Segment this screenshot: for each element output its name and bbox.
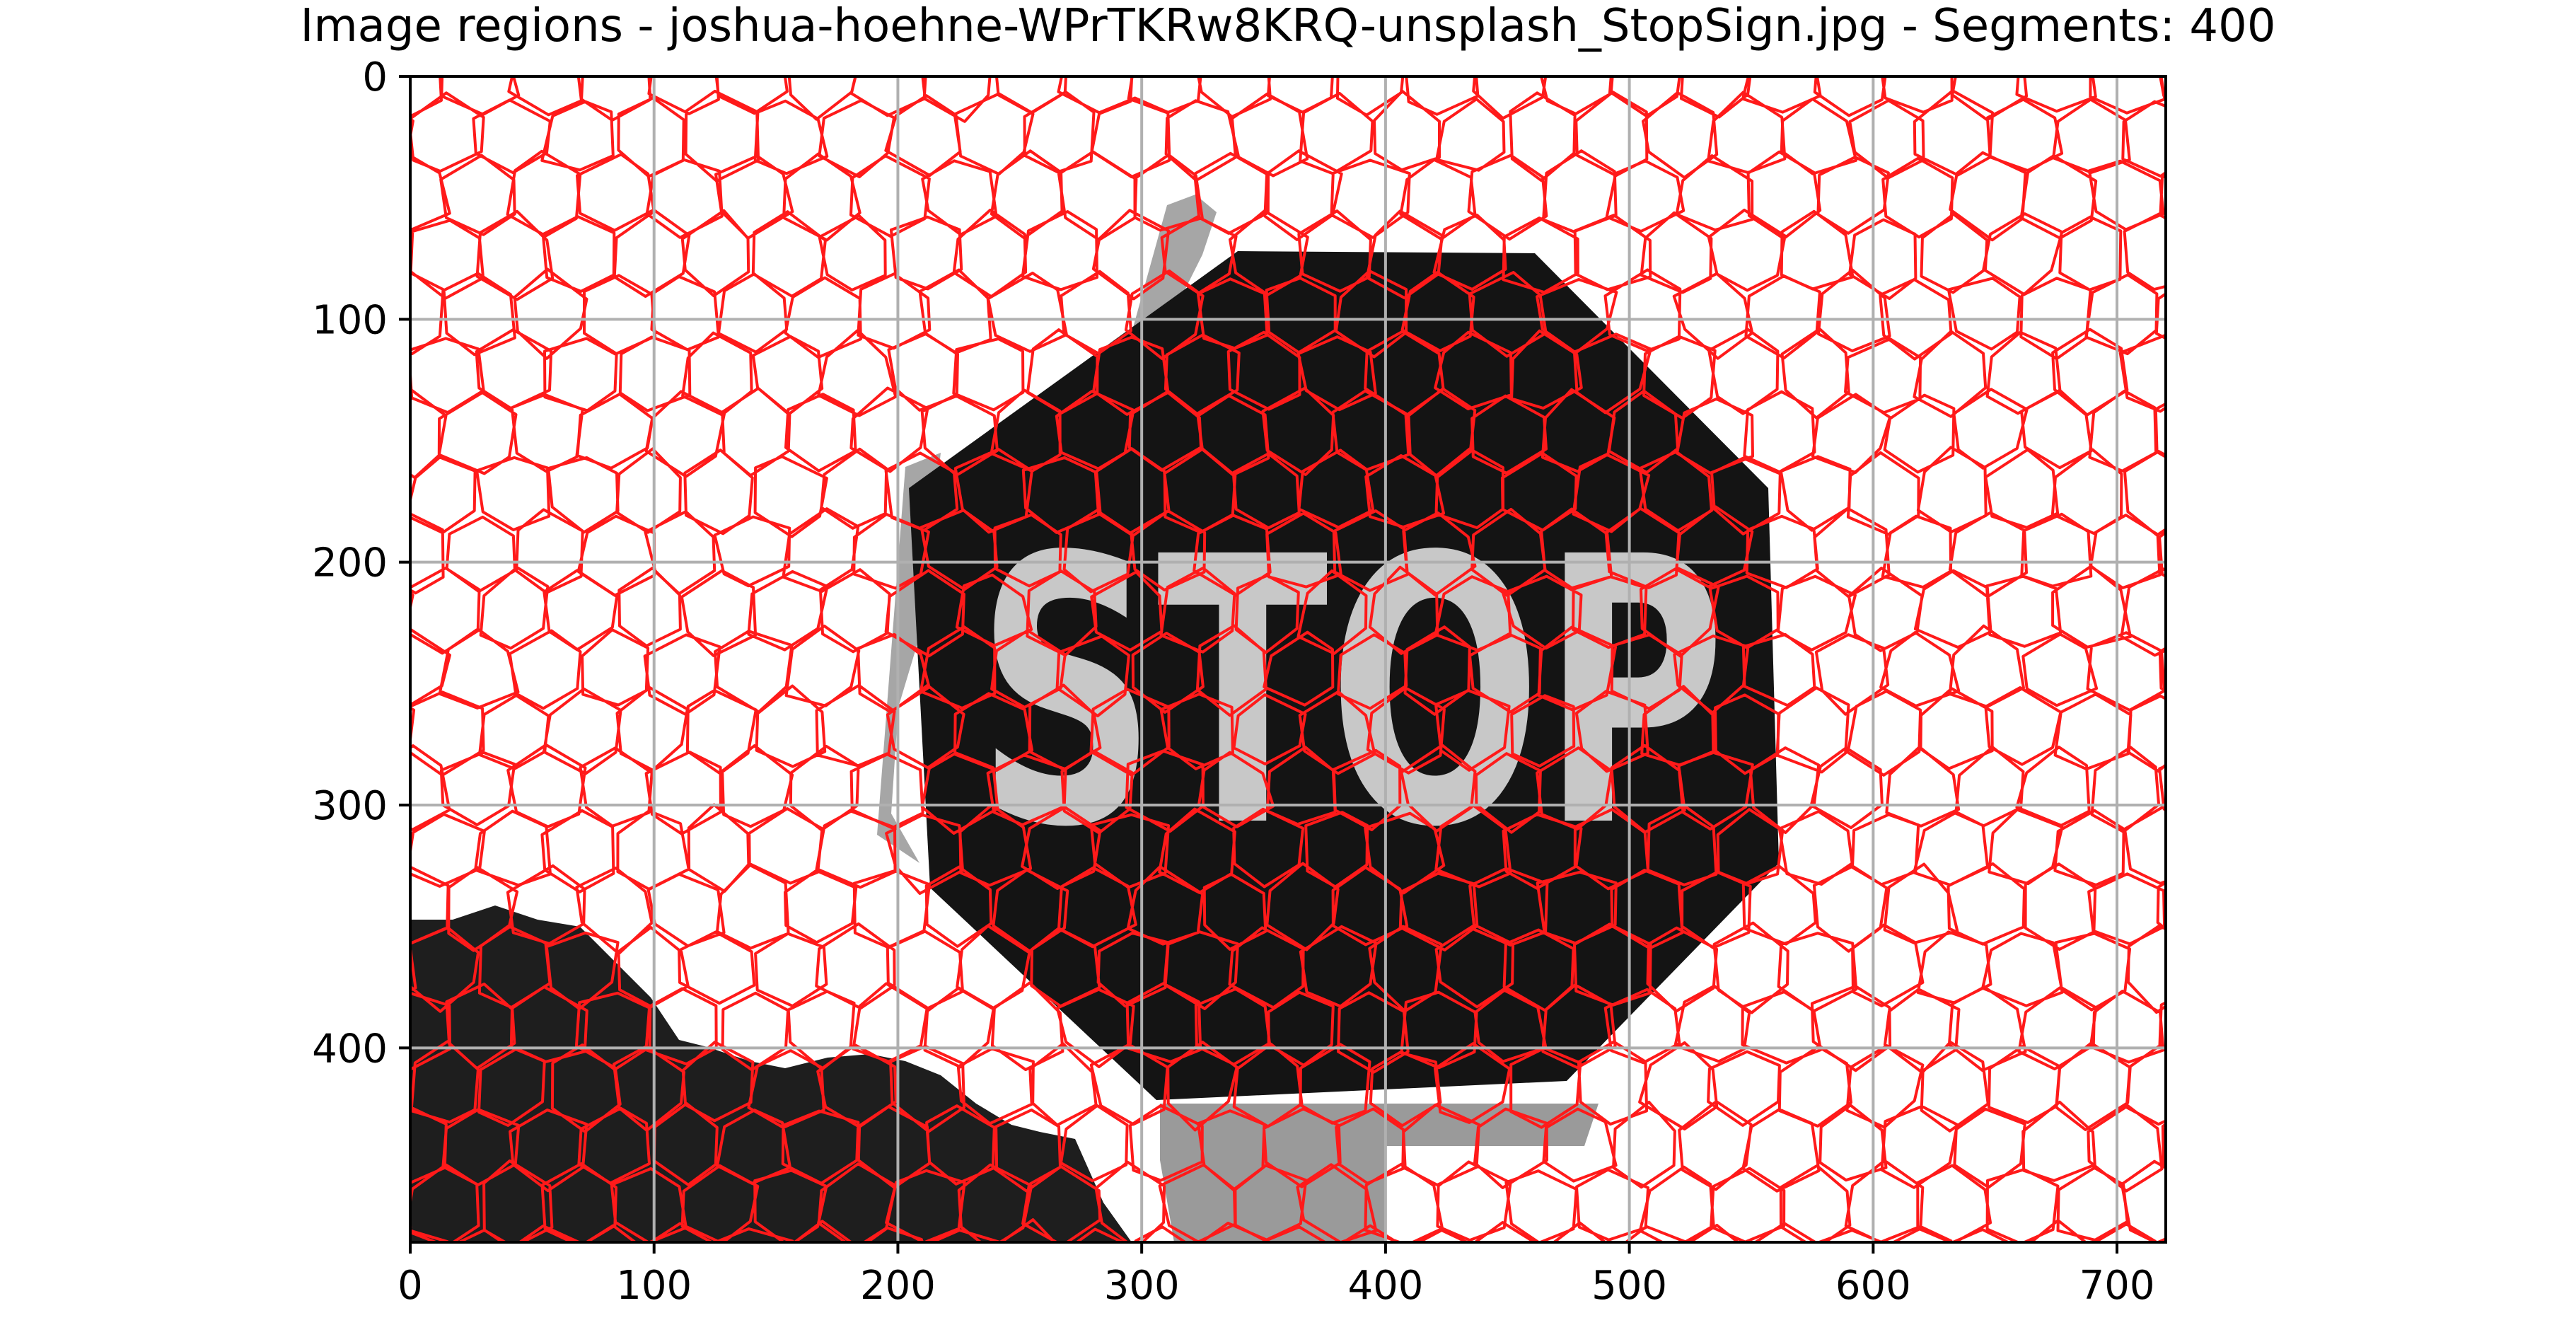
x-tick-label: 600 — [1835, 1263, 1911, 1309]
sign-post-region — [1160, 1104, 1599, 1242]
x-tick-label: 0 — [398, 1263, 423, 1309]
stop-sign-octagon — [909, 251, 1779, 1100]
grid-lines — [410, 76, 2166, 1242]
y-axis: 0 100 200 300 400 — [312, 54, 410, 1072]
y-tick-label: 400 — [312, 1026, 388, 1072]
x-tick-label: 700 — [2079, 1263, 2155, 1309]
x-tick-label: 500 — [1591, 1263, 1667, 1309]
x-axis: 0 100 200 300 400 500 600 700 — [398, 1242, 2155, 1309]
axes-frame — [409, 75, 2167, 1244]
x-tick-label: 300 — [1104, 1263, 1180, 1309]
y-tick-label: 200 — [312, 540, 388, 586]
y-tick-label: 0 — [362, 54, 388, 100]
y-tick-label: 100 — [312, 297, 388, 343]
stop-sign-letters: STOP — [976, 479, 1726, 908]
x-tick-label: 100 — [616, 1263, 692, 1309]
x-tick-label: 200 — [860, 1263, 936, 1309]
foliage-region — [410, 905, 1132, 1242]
chart-title: Image regions - joshua-hoehne-WPrTKRw8KR… — [300, 0, 2275, 52]
x-tick-label: 400 — [1347, 1263, 1423, 1309]
y-tick-label: 300 — [312, 783, 388, 829]
plot-area: STOP — [410, 76, 2166, 1242]
